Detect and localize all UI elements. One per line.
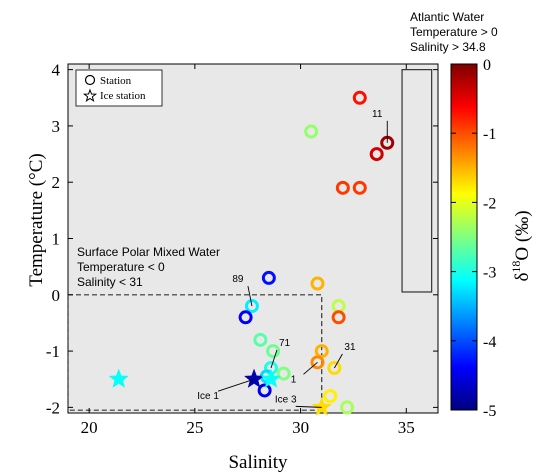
y-tick-label: -2: [46, 398, 60, 417]
x-tick-label: 20: [81, 418, 98, 437]
point-label: 31: [344, 342, 356, 353]
y-tick-label: 0: [52, 286, 61, 305]
axes: 20 25 30 35 -2 -1 0 1 2 3 4: [46, 61, 438, 437]
colorbar: 0 -1 -2 -3 -4 -5 δ18O (‰): [450, 57, 533, 420]
atlantic-water-line-2: Temperature > 0: [410, 25, 498, 39]
ice-station-marker: [260, 368, 282, 388]
point-label: 89: [232, 274, 244, 285]
station-marker: [304, 124, 319, 139]
point-label: 1: [291, 374, 297, 385]
station-marker: [261, 270, 276, 285]
polar-mixed-water-label: Surface Polar Mixed Water Temperature < …: [77, 245, 220, 289]
annotation-leader: [270, 349, 278, 369]
station-marker: [310, 276, 325, 291]
x-axis-title: Salinity: [228, 452, 288, 473]
station-marker: [253, 332, 268, 347]
station-marker: [266, 344, 281, 359]
y-tick-label: 2: [52, 173, 61, 192]
station-marker: [276, 366, 291, 381]
y-tick-label: 4: [52, 61, 61, 80]
station-marker: [369, 147, 384, 162]
x-tick-label: 25: [186, 418, 203, 437]
station-marker: [352, 90, 367, 105]
ice-station-marker: [311, 396, 332, 417]
station-marker: [257, 383, 272, 398]
point-label: 71: [279, 338, 291, 349]
annotation-leader: [247, 285, 253, 307]
annotation-leader: [295, 405, 322, 408]
x-tick-label: 35: [398, 418, 415, 437]
region-box-polar-mixed-water: [67, 294, 323, 411]
colorbar-tick-label: -5: [483, 403, 496, 420]
polar-mixed-water-line-3: Salinity < 31: [77, 275, 143, 289]
colorbar-tick-label: -4: [483, 334, 496, 351]
legend-entry-station: Station: [100, 75, 132, 87]
colorbar-tick-label: -2: [483, 195, 496, 212]
station-marker: [310, 355, 325, 370]
point-label: Ice 1: [197, 391, 219, 402]
point-label: Ice 3: [275, 394, 297, 405]
region-boxes: [67, 69, 433, 411]
station-marker: [314, 344, 329, 359]
ice-station-marker: [108, 368, 129, 388]
y-tick-label: 1: [52, 230, 61, 249]
annotation-leader: [303, 361, 318, 375]
station-marker: [238, 310, 253, 325]
data-markers: [108, 90, 395, 417]
y-tick-label: -1: [46, 342, 60, 361]
plot-area: [67, 63, 439, 414]
y-axis-title: Temperature (°C): [26, 153, 47, 286]
annotation-leader: [217, 378, 255, 392]
station-marker: [335, 180, 350, 195]
station-marker: [352, 180, 367, 195]
colorbar-tick-label: 0: [483, 57, 491, 74]
legend-circle-icon: [84, 74, 96, 86]
point-annotations: 11 89 1 71 31 Ice 1 Ice 3: [197, 109, 388, 408]
colorbar-label-rest: O (‰): [512, 210, 533, 260]
station-marker: [340, 400, 355, 415]
colorbar-gradient-bar: [450, 63, 478, 411]
polar-mixed-water-line-1: Surface Polar Mixed Water: [77, 245, 220, 259]
colorbar-label: δ18O (‰): [509, 210, 533, 281]
atlantic-water-line-1: Atlantic Water: [410, 10, 484, 24]
colorbar-label-superscript: 18: [509, 261, 523, 273]
legend-star-icon: [82, 88, 98, 103]
colorbar-ticks: 0 -1 -2 -3 -4 -5: [451, 57, 496, 420]
x-tick-label: 30: [292, 418, 309, 437]
region-box-atlantic-water: [401, 69, 433, 293]
colorbar-tick-label: -1: [483, 126, 496, 143]
station-marker: [244, 299, 259, 314]
colorbar-tick-label: -3: [483, 265, 496, 282]
y-tick-label: 3: [52, 117, 61, 136]
atlantic-water-line-3: Salinity > 34.8: [410, 40, 486, 54]
station-marker: [327, 360, 342, 375]
station-marker: [323, 389, 338, 404]
point-label: 11: [372, 109, 383, 120]
polar-mixed-water-line-2: Temperature < 0: [77, 260, 165, 274]
legend-entry-ice-station: Ice station: [100, 90, 146, 102]
colorbar-label-delta: δ: [512, 273, 533, 282]
station-marker: [331, 310, 346, 325]
legend: Station Ice station: [75, 69, 163, 107]
annotation-leader: [334, 353, 343, 369]
atlantic-water-label: Atlantic Water Temperature > 0 Salinity …: [410, 10, 498, 54]
